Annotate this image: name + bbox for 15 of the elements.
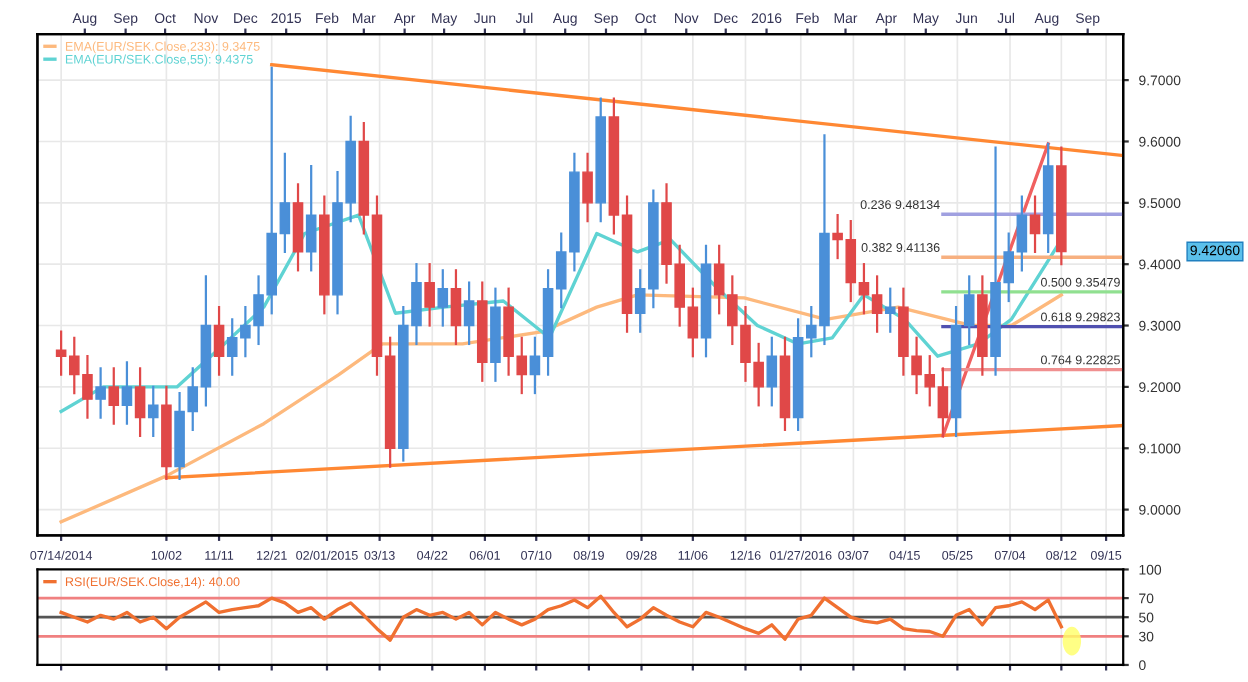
candlestick bbox=[424, 263, 435, 327]
candlestick bbox=[213, 306, 225, 376]
candlestick bbox=[147, 385, 159, 438]
candlestick bbox=[108, 367, 120, 425]
candlestick bbox=[766, 336, 778, 407]
candlestick bbox=[134, 367, 146, 438]
candlestick bbox=[1029, 195, 1041, 254]
candlestick bbox=[121, 361, 133, 425]
candlestick bbox=[582, 152, 593, 223]
candlestick bbox=[305, 164, 317, 272]
candlestick bbox=[95, 367, 106, 419]
candlestick bbox=[463, 281, 475, 346]
candlestick bbox=[437, 269, 449, 327]
candlestick bbox=[450, 269, 462, 346]
candlestick bbox=[884, 287, 896, 333]
